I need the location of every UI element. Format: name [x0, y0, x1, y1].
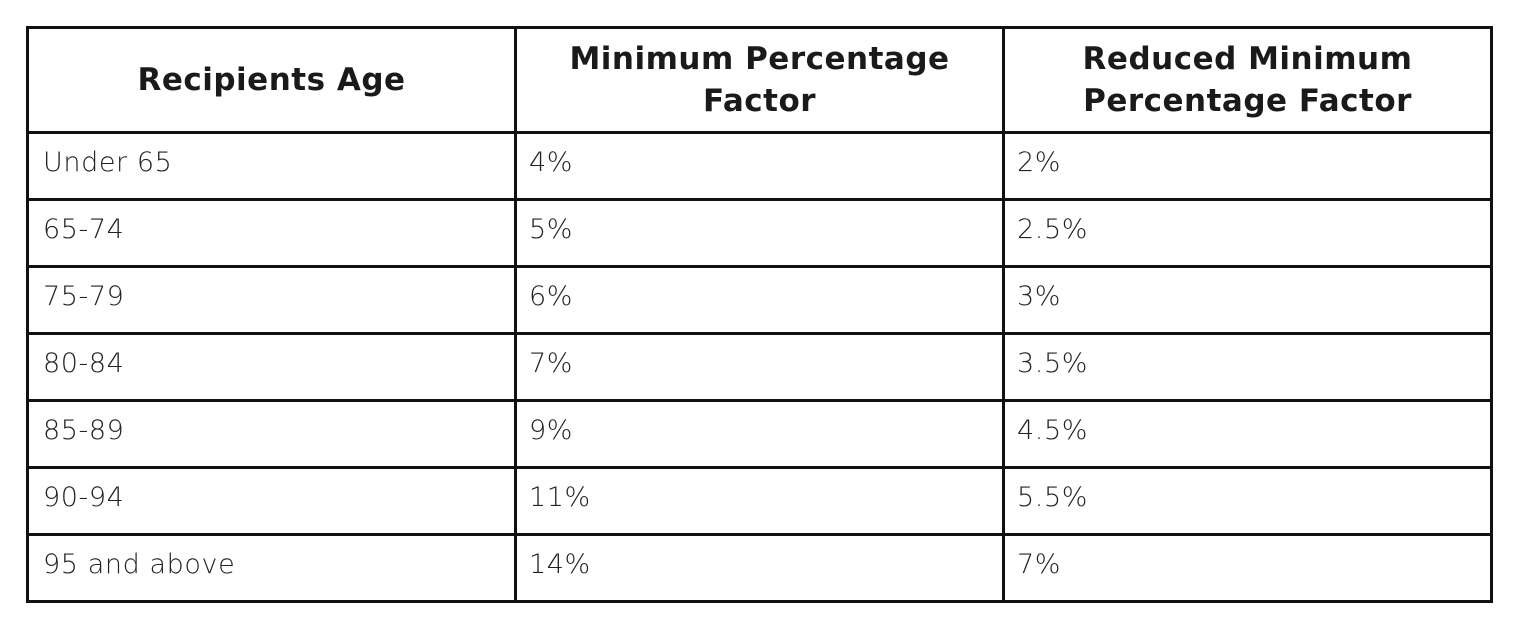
table-row: 65-74 5% 2.5% [26, 198, 1493, 268]
table-header: Recipients Age Minimum Percentage Factor… [26, 26, 1493, 134]
percentage-factor-table: Recipients Age Minimum Percentage Factor… [26, 26, 1493, 603]
age-cell: 85-89 [26, 399, 517, 469]
table-row: 90-94 11% 5.5% [26, 466, 1493, 536]
header-reduced-minimum-percentage-factor: Reduced Minimum Percentage Factor [1002, 26, 1493, 134]
reduced-factor-cell: 2.5% [1002, 198, 1493, 268]
table-row: Under 65 4% 2% [26, 131, 1493, 201]
minimum-factor-cell: 14% [514, 533, 1005, 603]
header-recipients-age: Recipients Age [26, 26, 517, 134]
header-row: Recipients Age Minimum Percentage Factor… [26, 26, 1493, 134]
reduced-factor-cell: 3.5% [1002, 332, 1493, 402]
age-cell: 90-94 [26, 466, 517, 536]
table-row: 75-79 6% 3% [26, 265, 1493, 335]
reduced-factor-cell: 7% [1002, 533, 1493, 603]
minimum-factor-cell: 4% [514, 131, 1005, 201]
percentage-factor-table-container: Recipients Age Minimum Percentage Factor… [26, 26, 1493, 603]
table-row: 85-89 9% 4.5% [26, 399, 1493, 469]
minimum-factor-cell: 6% [514, 265, 1005, 335]
table-row: 80-84 7% 3.5% [26, 332, 1493, 402]
age-cell: 75-79 [26, 265, 517, 335]
age-cell: Under 65 [26, 131, 517, 201]
reduced-factor-cell: 3% [1002, 265, 1493, 335]
minimum-factor-cell: 11% [514, 466, 1005, 536]
reduced-factor-cell: 4.5% [1002, 399, 1493, 469]
age-cell: 65-74 [26, 198, 517, 268]
minimum-factor-cell: 7% [514, 332, 1005, 402]
header-minimum-percentage-factor: Minimum Percentage Factor [514, 26, 1005, 134]
reduced-factor-cell: 2% [1002, 131, 1493, 201]
minimum-factor-cell: 5% [514, 198, 1005, 268]
age-cell: 95 and above [26, 533, 517, 603]
table-row: 95 and above 14% 7% [26, 533, 1493, 603]
table-body: Under 65 4% 2% 65-74 5% 2.5% 75-79 6% 3%… [26, 131, 1493, 603]
reduced-factor-cell: 5.5% [1002, 466, 1493, 536]
age-cell: 80-84 [26, 332, 517, 402]
minimum-factor-cell: 9% [514, 399, 1005, 469]
